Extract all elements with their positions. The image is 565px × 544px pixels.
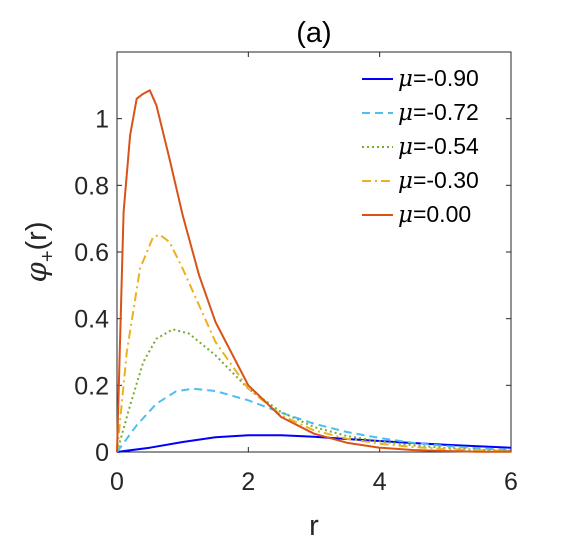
legend-symbol: μ: [398, 202, 413, 228]
legend: μ=-0.90μ=-0.72μ=-0.54μ=-0.30μ=0.00: [362, 65, 479, 228]
legend-value: =0.00: [413, 201, 471, 227]
legend-entry-1: μ=-0.90: [398, 65, 479, 92]
axis-ticks: 0 2 4 6 0 0.2 0.4 0.6 0.8 1: [74, 52, 518, 496]
legend-value: =-0.30: [413, 167, 479, 193]
legend-symbol: μ: [398, 134, 413, 160]
series-line-5: [116, 89, 512, 453]
y-axis-label-symbol: φ: [19, 261, 53, 282]
y-tick-label: 0: [95, 439, 109, 467]
legend-symbol: μ: [398, 168, 413, 194]
y-tick-label: 1: [95, 106, 109, 134]
legend-value: =-0.72: [413, 99, 479, 125]
svg-text:φ+(r): φ+(r): [19, 222, 59, 283]
legend-entry-5: μ=0.00: [398, 201, 471, 228]
chart-title: (a): [296, 17, 331, 49]
y-tick-label: 0.6: [74, 239, 109, 267]
y-tick-label: 0.4: [74, 306, 109, 334]
x-tick-label: 4: [373, 468, 387, 496]
series-line-1: [116, 434, 512, 453]
legend-value: =-0.54: [413, 133, 479, 159]
legend-entry-3: μ=-0.54: [398, 133, 479, 160]
x-tick-label: 0: [110, 468, 124, 496]
series-line-2: [116, 387, 512, 453]
y-axis-label-argument: (r): [21, 222, 53, 251]
x-axis-label: r: [309, 510, 319, 542]
series-lines: [116, 89, 512, 453]
x-tick-label: 6: [504, 468, 518, 496]
y-axis-label-subscript: +: [37, 250, 59, 262]
legend-entry-2: μ=-0.72: [398, 99, 479, 126]
y-tick-label: 0.8: [74, 172, 109, 200]
series-line-4: [116, 233, 512, 453]
legend-symbol: μ: [398, 100, 413, 126]
legend-value: =-0.90: [413, 65, 479, 91]
y-tick-label: 0.2: [74, 372, 109, 400]
y-axis-label: φ+(r): [19, 222, 59, 283]
legend-symbol: μ: [398, 66, 413, 92]
legend-entry-4: μ=-0.30: [398, 167, 479, 194]
series-line-3: [116, 328, 512, 453]
x-tick-label: 2: [241, 468, 255, 496]
